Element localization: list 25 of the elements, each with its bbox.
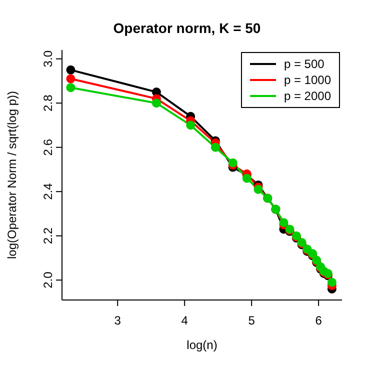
y-tick-label: 2.0	[41, 271, 55, 288]
point	[228, 158, 238, 168]
x-tick-label: 3	[114, 314, 122, 328]
y-tick-label: 2.8	[41, 94, 55, 112]
legend-label: p = 500	[284, 57, 324, 71]
point	[327, 278, 336, 287]
point	[186, 120, 196, 130]
point	[66, 65, 76, 74]
x-tick-label: 6	[315, 314, 322, 328]
y-tick-label: 2.2	[41, 227, 55, 244]
legend-label: p = 1000	[284, 73, 331, 87]
y-tick-label: 3.0	[41, 50, 55, 68]
legend-label: p = 2000	[284, 89, 331, 103]
y-tick-label: 2.4	[41, 182, 55, 200]
point	[66, 74, 76, 84]
y-axis-title: log(Operator Norm / sqrt(log p))	[5, 90, 19, 260]
x-axis-title: log(n)	[186, 338, 218, 352]
point	[242, 174, 252, 183]
x-tick-label: 4	[181, 314, 188, 328]
point	[66, 83, 76, 92]
point	[152, 98, 161, 108]
x-tick-label: 5	[248, 314, 256, 328]
y-tick-label: 2.6	[41, 138, 55, 156]
point	[210, 142, 220, 152]
chart-title: Operator norm, K = 50	[112, 20, 262, 36]
